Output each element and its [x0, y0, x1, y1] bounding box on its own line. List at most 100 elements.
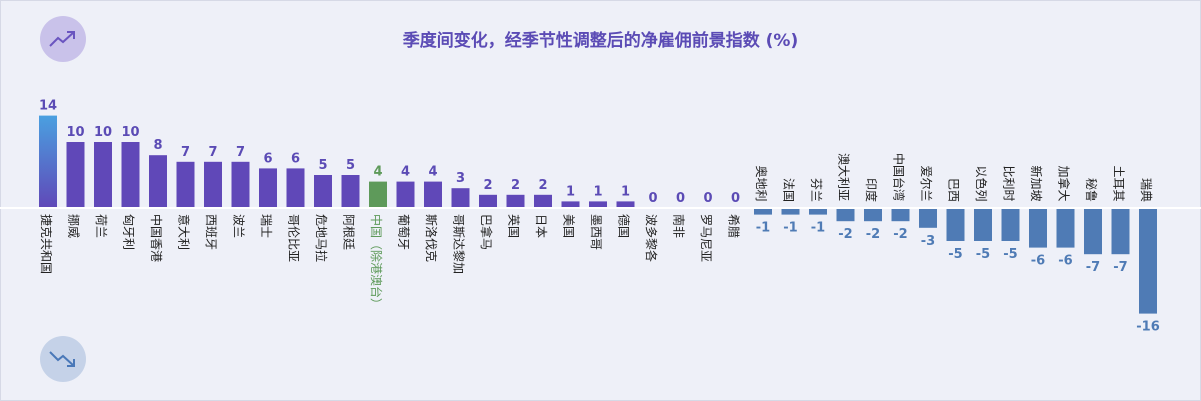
value-label-30: -2 [866, 227, 880, 242]
value-label-16: 2 [483, 178, 492, 193]
category-label-39: 土耳其 [1112, 166, 1126, 202]
chart-title: 季度间变化，经季节性调整后的净雇佣前景指数 (%) [402, 31, 799, 51]
category-label-3: 匈牙利 [122, 214, 136, 250]
category-label-31: 中国台湾 [892, 153, 907, 201]
value-label-38: -7 [1086, 260, 1100, 275]
bar-35 [1001, 208, 1020, 241]
category-label-17: 英国 [507, 214, 521, 238]
value-label-11: 5 [346, 158, 355, 173]
category-label-23: 南非 [672, 214, 687, 238]
category-label-0: 捷克共和国 [39, 214, 53, 274]
category-label-6: 西班牙 [204, 214, 218, 250]
category-label-20: 墨西哥 [589, 214, 603, 250]
value-label-39: -7 [1113, 260, 1127, 275]
bar-27 [781, 208, 800, 215]
bar-36 [1029, 208, 1047, 248]
category-label-19: 美国 [562, 214, 576, 238]
bar-31 [891, 208, 910, 222]
category-label-27: 法国 [782, 178, 796, 202]
category-label-28: 芬兰 [809, 178, 823, 202]
value-label-4: 8 [153, 138, 162, 153]
value-label-26: -1 [756, 221, 770, 236]
category-label-36: 新加坡 [1029, 166, 1044, 202]
category-label-14: 斯洛伐克 [424, 214, 439, 262]
value-label-8: 6 [263, 151, 272, 166]
category-label-2: 荷兰 [94, 214, 108, 238]
category-label-38: 秘鲁 [1084, 178, 1098, 202]
value-label-17: 2 [511, 178, 520, 193]
category-label-8: 瑞士 [259, 214, 273, 238]
bar-20 [589, 201, 607, 208]
bar-0 [39, 115, 57, 208]
value-label-28: -1 [811, 221, 825, 236]
category-label-15: 哥斯达黎加 [452, 214, 466, 274]
bar-7 [231, 161, 250, 208]
category-label-16: 巴拿马 [479, 214, 494, 250]
bar-40 [1139, 208, 1157, 314]
category-label-29: 澳大利亚 [837, 153, 851, 201]
value-label-34: -5 [976, 247, 990, 262]
bar-37 [1056, 208, 1075, 248]
bar-19 [561, 201, 580, 208]
bar-39 [1111, 208, 1130, 255]
bar-5 [176, 161, 195, 208]
bar-11 [341, 175, 360, 208]
category-label-37: 加拿大 [1057, 166, 1072, 202]
value-label-1: 10 [66, 125, 84, 140]
value-label-25: 0 [731, 191, 740, 206]
value-label-33: -5 [948, 247, 962, 262]
value-label-18: 2 [538, 178, 547, 193]
value-label-15: 3 [456, 171, 465, 186]
bar-17 [506, 194, 525, 208]
value-label-10: 5 [318, 158, 327, 173]
value-label-19: 1 [566, 184, 575, 199]
value-label-32: -3 [921, 234, 935, 249]
value-label-0: 14 [39, 99, 57, 114]
bar-15 [451, 188, 470, 208]
category-label-34: 以色列 [974, 166, 988, 202]
trend-down-badge [40, 336, 86, 382]
category-label-10: 危地马拉 [314, 214, 329, 262]
value-label-35: -5 [1003, 247, 1017, 262]
value-label-40: -16 [1136, 320, 1160, 335]
bar-34 [974, 208, 992, 241]
value-label-27: -1 [783, 221, 797, 236]
bar-28 [809, 208, 827, 215]
value-label-31: -2 [893, 227, 907, 242]
value-label-24: 0 [703, 191, 712, 206]
category-label-30: 印度 [864, 178, 879, 202]
value-label-3: 10 [121, 125, 139, 140]
bar-13 [396, 181, 415, 208]
category-label-33: 巴西 [947, 178, 961, 202]
bar-3 [121, 142, 140, 208]
bar-4 [149, 155, 167, 208]
category-label-25: 希腊 [727, 214, 742, 238]
bar-10 [314, 175, 332, 208]
bar-26 [754, 208, 772, 215]
value-label-29: -2 [838, 227, 852, 242]
category-label-18: 日本 [534, 214, 548, 238]
value-label-21: 1 [621, 184, 630, 199]
bar-21 [616, 201, 635, 208]
value-label-13: 4 [401, 165, 410, 180]
bar-2 [94, 142, 112, 208]
bar-14 [424, 181, 442, 208]
value-label-6: 7 [208, 145, 217, 160]
bar-18 [534, 194, 552, 208]
category-label-1: 挪威 [67, 214, 81, 238]
value-label-23: 0 [676, 191, 685, 206]
value-label-22: 0 [648, 191, 657, 206]
bar-30 [864, 208, 882, 222]
trend-down-icon [49, 351, 75, 367]
category-label-21: 德国 [617, 214, 632, 238]
category-label-4: 中国香港 [149, 214, 164, 262]
bar-12 [369, 181, 387, 208]
bar-6 [204, 161, 222, 208]
category-label-22: 波多黎各 [644, 214, 659, 262]
value-label-37: -6 [1058, 254, 1072, 269]
bar-32 [919, 208, 937, 228]
value-label-36: -6 [1031, 254, 1045, 269]
bar-29 [836, 208, 855, 222]
category-label-35: 比利时 [1002, 166, 1016, 202]
